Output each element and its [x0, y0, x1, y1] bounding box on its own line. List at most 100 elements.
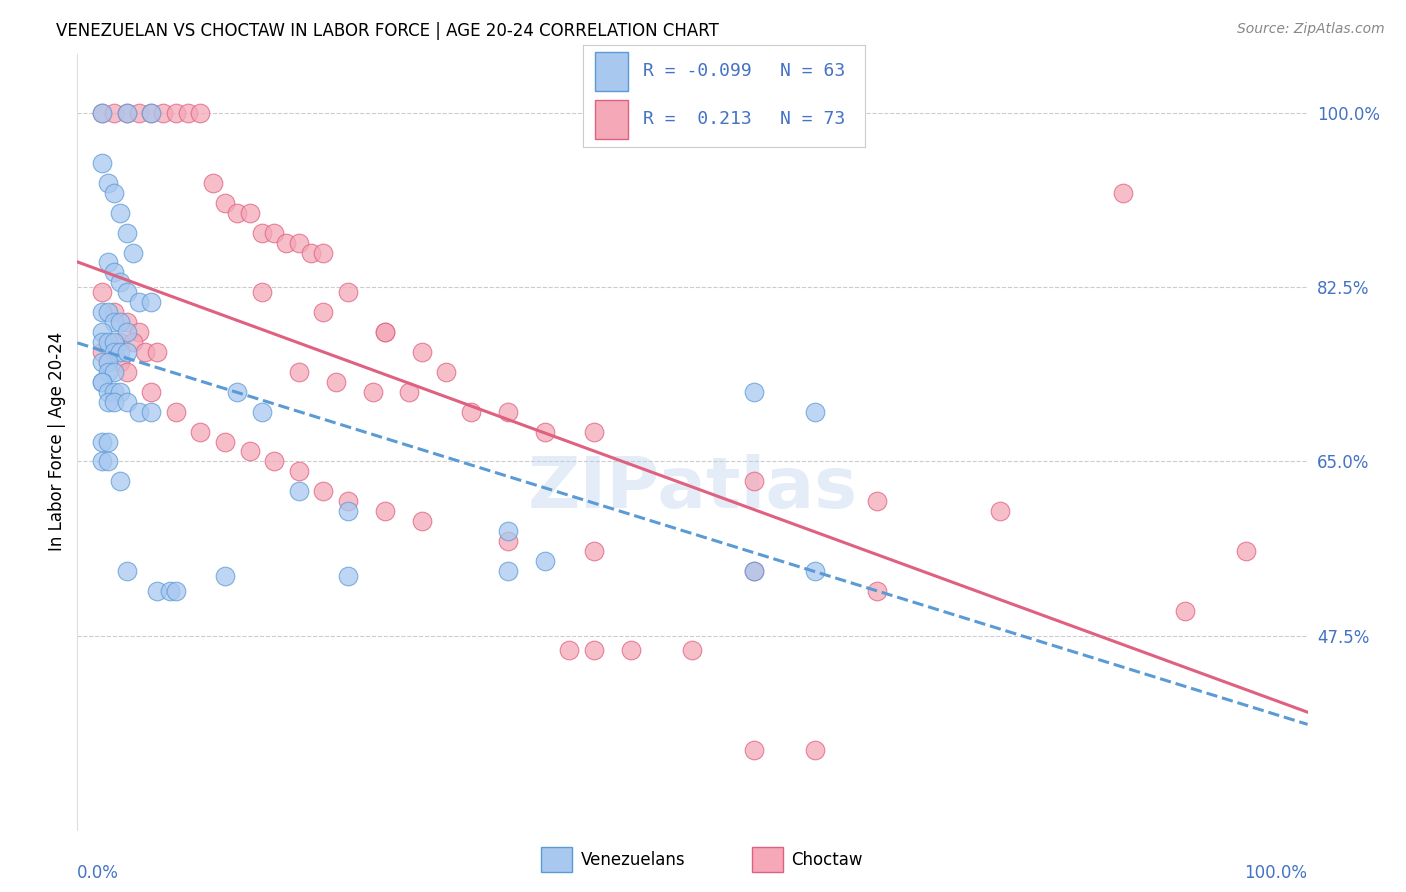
Point	[312, 245, 335, 260]
Point	[276, 235, 298, 250]
Point	[804, 564, 827, 578]
Point	[288, 235, 311, 250]
Point	[90, 285, 114, 300]
Point	[115, 564, 138, 578]
Point	[103, 186, 125, 200]
Text: N = 63: N = 63	[780, 62, 845, 80]
Point	[188, 425, 212, 439]
Point	[97, 384, 120, 399]
Point	[115, 394, 138, 409]
Text: ZIPatlas: ZIPatlas	[527, 454, 858, 523]
Point	[141, 106, 163, 120]
Point	[110, 315, 132, 329]
Point	[115, 226, 138, 240]
Point	[103, 334, 125, 349]
Point	[159, 583, 181, 598]
Point	[1234, 544, 1257, 558]
Point	[411, 345, 433, 359]
Point	[239, 444, 262, 458]
Point	[226, 384, 249, 399]
Point	[583, 544, 606, 558]
Point	[250, 285, 273, 300]
Point	[374, 325, 396, 339]
Point	[141, 405, 163, 419]
Point	[128, 325, 150, 339]
Point	[325, 375, 347, 389]
Text: Source: ZipAtlas.com: Source: ZipAtlas.com	[1237, 22, 1385, 37]
Point	[110, 205, 132, 219]
Point	[742, 475, 765, 489]
Point	[263, 454, 285, 468]
Point	[97, 355, 120, 369]
Point	[121, 334, 143, 349]
Point	[97, 454, 120, 468]
Point	[115, 325, 138, 339]
Point	[312, 484, 335, 499]
Point	[263, 226, 285, 240]
Point	[534, 554, 557, 568]
Point	[742, 384, 765, 399]
Point	[288, 464, 311, 478]
Point	[226, 205, 249, 219]
Point	[496, 534, 519, 549]
Point	[103, 345, 125, 359]
Point	[866, 494, 889, 508]
Point	[299, 245, 322, 260]
Point	[103, 384, 125, 399]
Point	[165, 583, 187, 598]
Text: 0.0%: 0.0%	[77, 864, 120, 882]
Point	[141, 384, 163, 399]
Point	[214, 569, 236, 583]
Point	[90, 305, 114, 319]
Point	[496, 564, 519, 578]
Point	[103, 106, 125, 120]
Text: N = 73: N = 73	[780, 111, 845, 128]
Point	[90, 345, 114, 359]
Point	[134, 345, 156, 359]
Point	[398, 384, 420, 399]
Point	[141, 295, 163, 310]
Text: R = -0.099: R = -0.099	[643, 62, 751, 80]
Point	[97, 394, 120, 409]
Point	[496, 405, 519, 419]
Point	[141, 106, 163, 120]
Point	[103, 315, 125, 329]
Point	[165, 106, 187, 120]
Point	[374, 325, 396, 339]
Point	[214, 434, 236, 449]
Point	[128, 405, 150, 419]
Point	[128, 295, 150, 310]
Point	[496, 524, 519, 538]
Point	[201, 176, 224, 190]
Point	[742, 743, 765, 757]
Point	[374, 504, 396, 518]
Point	[988, 504, 1011, 518]
Point	[1174, 604, 1197, 618]
Point	[90, 106, 114, 120]
Point	[534, 425, 557, 439]
Point	[128, 106, 150, 120]
Point	[165, 405, 187, 419]
Point	[97, 434, 120, 449]
Point	[110, 355, 132, 369]
Point	[620, 643, 643, 657]
Point	[115, 106, 138, 120]
Point	[97, 355, 120, 369]
Point	[337, 504, 360, 518]
Point	[103, 365, 125, 379]
Point	[110, 384, 132, 399]
Point	[115, 106, 138, 120]
Point	[460, 405, 482, 419]
Point	[214, 195, 236, 210]
FancyBboxPatch shape	[595, 52, 628, 91]
Point	[97, 255, 120, 269]
FancyBboxPatch shape	[595, 100, 628, 139]
Point	[250, 405, 273, 419]
Point	[121, 245, 143, 260]
Y-axis label: In Labor Force | Age 20-24: In Labor Force | Age 20-24	[48, 332, 66, 551]
Point	[337, 569, 360, 583]
Point	[90, 325, 114, 339]
Point	[250, 226, 273, 240]
Point	[146, 583, 169, 598]
Point	[361, 384, 384, 399]
